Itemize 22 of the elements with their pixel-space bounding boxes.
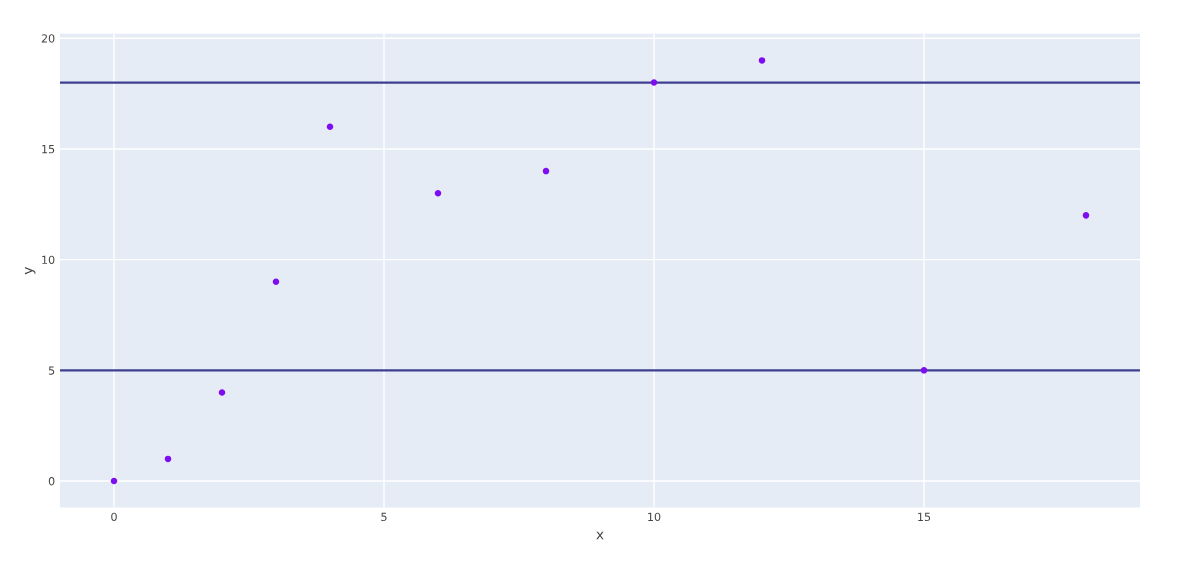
point <box>758 57 766 64</box>
y-tick-label: 20 <box>41 34 55 43</box>
x-tick-label: 5 <box>381 512 387 522</box>
y-axis-title: y <box>24 267 36 275</box>
x-tick-label: 0 <box>111 512 117 522</box>
y-tick-label: 5 <box>48 366 55 375</box>
y-tick-label: 15 <box>42 145 55 154</box>
point <box>110 477 118 485</box>
x-tick-label: 10 <box>648 512 661 522</box>
x-axis-title: x <box>596 531 604 540</box>
point <box>434 189 442 197</box>
point <box>272 278 280 286</box>
point <box>164 455 172 463</box>
point <box>650 79 658 86</box>
point <box>326 123 334 131</box>
y-tick-label: 10 <box>42 255 55 265</box>
point <box>920 367 928 374</box>
point <box>218 389 226 396</box>
x-tick-label: 15 <box>918 512 931 522</box>
y-tick-label: 0 <box>48 477 55 486</box>
point <box>1082 212 1090 219</box>
point <box>542 167 550 175</box>
